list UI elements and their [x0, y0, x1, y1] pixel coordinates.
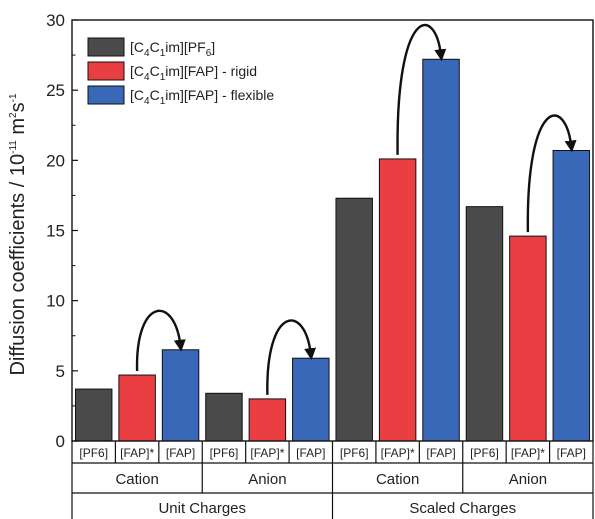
bar: [378, 158, 417, 442]
legend: [C4C1im][PF6] [C4C1im][FAP] - rigid [C4C1i…: [87, 37, 274, 107]
bar: [292, 357, 330, 442]
arrow: [526, 114, 577, 233]
x-tick-label: [FAP]*: [381, 446, 415, 460]
legend-swatch: [87, 61, 125, 81]
y-tick-label: 20: [46, 151, 65, 170]
legend-swatch: [87, 37, 125, 57]
x-tick-label: [PF6]: [470, 446, 499, 460]
x-tick-label: [FAP]*: [511, 446, 545, 460]
bar: [335, 197, 373, 442]
x-tick-label: [FAP]*: [250, 446, 284, 460]
y-tick-label: 25: [46, 81, 65, 100]
y-tick-label: 15: [46, 222, 65, 241]
bar: [118, 374, 156, 442]
bar: [161, 349, 200, 442]
legend-label: [C4C1im][PF6]: [130, 39, 215, 59]
ion-group-label: Cation: [115, 471, 158, 488]
bar: [552, 150, 591, 442]
arrow: [396, 23, 447, 155]
charge-group-label: Scaled Charges: [409, 500, 516, 517]
legend-swatch: [87, 85, 125, 105]
x-tick-label: [FAP]: [426, 446, 455, 460]
y-tick-label: 0: [56, 432, 65, 451]
ion-group-label: Anion: [509, 471, 547, 488]
ion-group-label: Cation: [376, 471, 419, 488]
arrow: [135, 309, 186, 372]
x-tick-label: [FAP]: [296, 446, 325, 460]
x-tick-label: [PF6]: [210, 446, 239, 460]
legend-label: [C4C1im][FAP] - rigid: [130, 63, 257, 83]
x-tick-label: [FAP]: [166, 446, 195, 460]
charge-group-label: Unit Charges: [158, 500, 246, 517]
x-tick-label: [PF6]: [79, 446, 108, 460]
y-tick-label: 30: [46, 11, 65, 30]
legend-label: [C4C1im][FAP] - flexible: [130, 87, 274, 107]
bar: [205, 392, 243, 442]
y-axis-label: Diffusion coefficients / 10-11 m2s-1: [7, 93, 29, 375]
x-tick-label: [FAP]: [557, 446, 586, 460]
ion-group-label: Anion: [248, 471, 286, 488]
bar: [422, 58, 460, 442]
bar: [465, 206, 504, 442]
x-tick-label: [PF6]: [340, 446, 369, 460]
x-tick-label: [FAP]*: [120, 446, 154, 460]
bar: [74, 388, 113, 442]
y-tick-label: 5: [56, 362, 65, 381]
bar: [248, 398, 287, 442]
y-tick-label: 10: [46, 292, 65, 311]
arrow: [266, 319, 317, 395]
bar: [509, 235, 547, 442]
